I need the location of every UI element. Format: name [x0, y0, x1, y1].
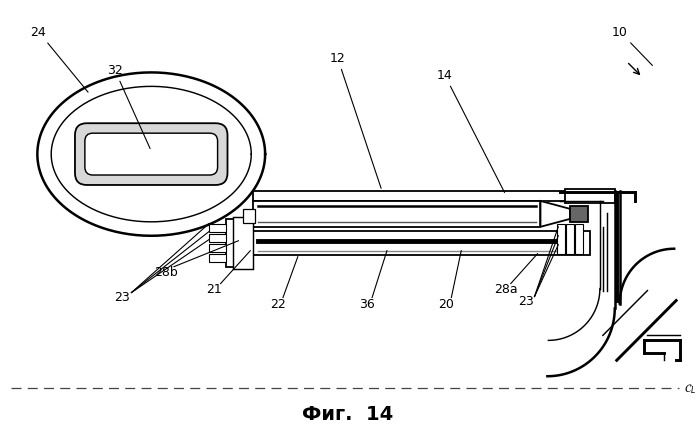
- Polygon shape: [540, 201, 570, 227]
- Text: 12: 12: [329, 52, 381, 189]
- Bar: [565, 190, 614, 204]
- FancyBboxPatch shape: [85, 134, 217, 176]
- Text: 23: 23: [518, 294, 533, 307]
- Text: 28a: 28a: [494, 282, 518, 295]
- Text: $\mathcal{C}_L$: $\mathcal{C}_L$: [684, 381, 696, 395]
- Bar: [557, 225, 565, 254]
- FancyBboxPatch shape: [75, 124, 227, 186]
- Text: 28b: 28b: [154, 265, 178, 279]
- Text: 24: 24: [31, 26, 88, 93]
- Bar: [209, 254, 226, 262]
- Bar: [253, 192, 570, 201]
- Bar: [233, 217, 253, 269]
- Bar: [253, 231, 590, 255]
- Text: 36: 36: [359, 297, 375, 310]
- Bar: [226, 219, 253, 267]
- Bar: [243, 210, 255, 223]
- Text: 22: 22: [270, 297, 286, 310]
- Bar: [209, 244, 226, 252]
- Text: 20: 20: [438, 297, 454, 310]
- Polygon shape: [37, 73, 265, 236]
- Bar: [575, 225, 583, 254]
- Bar: [209, 234, 226, 242]
- Text: 10: 10: [612, 26, 652, 66]
- Text: Фиг.  14: Фиг. 14: [302, 404, 393, 423]
- Bar: [570, 207, 588, 222]
- Bar: [566, 225, 574, 254]
- Bar: [253, 201, 540, 227]
- Text: 32: 32: [107, 64, 150, 149]
- Text: 14: 14: [436, 69, 505, 193]
- Bar: [209, 225, 226, 232]
- Text: 23: 23: [114, 291, 129, 303]
- Text: 21: 21: [206, 282, 222, 295]
